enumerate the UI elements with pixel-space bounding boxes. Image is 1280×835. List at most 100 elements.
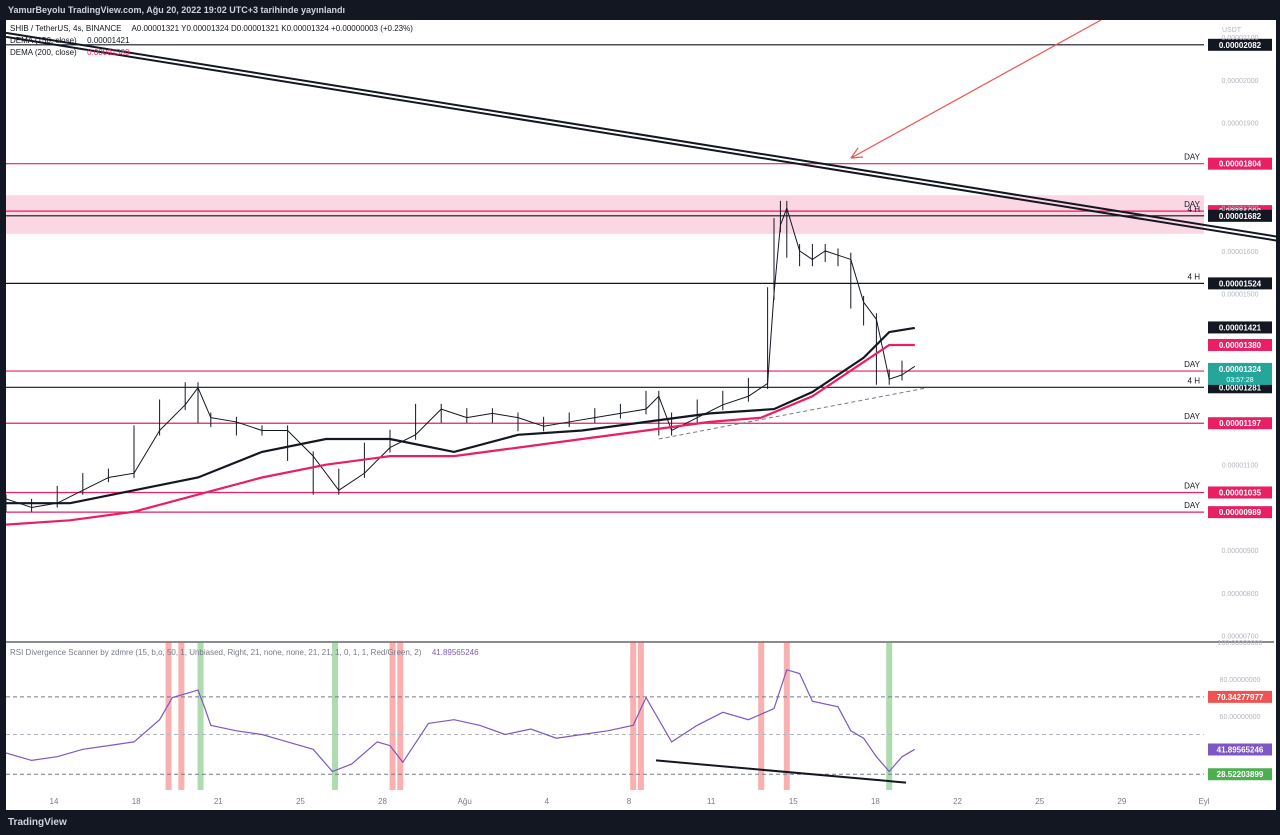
price-segment-26 (645, 395, 660, 410)
price-segment-9 (210, 417, 237, 423)
resistance-zone (6, 195, 1204, 234)
price-segment-14 (338, 472, 365, 491)
x-tick-10: 18 (871, 797, 880, 806)
divergence-band-10 (886, 642, 893, 790)
price-segment-18 (441, 408, 467, 419)
price-segment-40 (850, 259, 865, 303)
divergence-band-3 (331, 642, 338, 790)
price-level-tag-3 (1208, 209, 1272, 222)
rsi-tag-text-current: 41.89565246 (1217, 745, 1264, 754)
x-tick-2: 21 (214, 797, 223, 806)
rsi-tag-oversold (1208, 768, 1272, 781)
trendline-lower (6, 35, 1276, 242)
divergence-band-0 (165, 642, 172, 790)
currency-label: USDT (1222, 27, 1242, 34)
legend-dema150: DEMA (150, close) 0.00001421 (10, 36, 129, 45)
price-segment-4 (108, 472, 135, 479)
y-tick-9: 0.00000700 (1222, 634, 1259, 641)
price-segment-43 (889, 374, 903, 380)
price-segment-5 (133, 430, 161, 474)
price-segment-41 (863, 301, 877, 320)
price-segment-29 (696, 404, 724, 419)
price-level-label-3: 4 H (1188, 205, 1201, 214)
annotation-arrow-head (850, 147, 864, 159)
x-tick-9: 15 (789, 797, 798, 806)
y-tick-0: 0.00002100 (1222, 35, 1259, 42)
price-level-label-2: DAY (1184, 200, 1201, 209)
price-level-tag-text-0: 0.00002082 (1219, 41, 1262, 50)
price-segment-44 (901, 365, 916, 376)
rsi-divergence-line (655, 759, 907, 784)
price-segment-30 (722, 395, 749, 406)
price-segment-13 (312, 455, 340, 491)
annotation-arrow-shaft (850, 20, 1102, 159)
divergence-band-7 (637, 642, 644, 790)
price-segment-32 (767, 293, 775, 384)
legend-dema150-label: DEMA (150, close) (10, 36, 77, 45)
price-level-tag-8 (1208, 486, 1272, 499)
price-segment-8 (197, 387, 212, 418)
rsi-tag-text-oversold: 28.52203899 (1217, 770, 1264, 779)
dema150-tag (1208, 321, 1272, 334)
price-segment-22 (543, 421, 570, 427)
price-level-label-6: 4 H (1188, 376, 1201, 385)
price-level-tag-text-4: 0.00001524 (1219, 279, 1262, 288)
dashed-support (658, 387, 928, 440)
legend-dema200: DEMA (200, close) 0.00001380 (10, 48, 129, 57)
divergence-band-8 (758, 642, 765, 790)
price-segment-10 (236, 421, 263, 431)
legend-symbol: SHIB / TetherUS, 4s, BINANCE (10, 24, 122, 33)
price-level-tag-7 (1208, 417, 1272, 430)
rsi-line (6, 669, 916, 773)
footer: TradingView (0, 810, 1280, 835)
rsi-tag-text-overbought: 70.34277977 (1217, 693, 1264, 702)
y-tick-1: 0.00002000 (1222, 78, 1259, 85)
price-level-tag-text-3: 0.00001682 (1219, 212, 1262, 221)
x-tick-6: 4 (545, 797, 550, 806)
y-tick-2: 0.00001900 (1222, 121, 1259, 128)
price-segment-37 (812, 250, 826, 260)
price-segment-3 (82, 477, 109, 491)
price-level-tag-text-7: 0.00001197 (1219, 419, 1261, 428)
y-tick-6: 0.00001100 (1222, 463, 1259, 470)
y-tick-4: 0.00001600 (1222, 249, 1259, 256)
dema200-tag-text: 0.00001380 (1219, 341, 1262, 350)
dema150-tag-text: 0.00001421 (1219, 323, 1262, 332)
rsi-y-tick-1: 80.00000000 (1220, 677, 1261, 684)
x-tick-1: 18 (132, 797, 141, 806)
x-tick-4: 28 (378, 797, 387, 806)
price-segment-15 (364, 447, 391, 474)
price-level-tag-text-8: 0.00001035 (1219, 488, 1262, 497)
price-level-tag-text-6: 0.00001281 (1219, 383, 1262, 392)
price-segment-27 (658, 396, 673, 431)
y-tick-5: 0.00001500 (1222, 292, 1259, 299)
price-level-tag-1 (1208, 157, 1272, 170)
price-segment-7 (184, 387, 199, 406)
divergence-band-6 (630, 642, 637, 790)
legend-rsi: RSI Divergence Scanner by zdmre (15, b,o… (10, 648, 479, 657)
x-tick-8: 11 (707, 797, 716, 806)
price-level-label-8: DAY (1184, 481, 1201, 490)
x-tick-0: 14 (50, 797, 59, 806)
topbar: YamurBeyolu TradingView.com, Ağu 20, 202… (0, 0, 1280, 20)
legend-symbol-line: SHIB / TetherUS, 4s, BINANCE A0.00001321… (10, 24, 413, 33)
price-segment-19 (466, 412, 493, 419)
last-price-tag (1208, 362, 1272, 385)
price-level-tag-4 (1208, 277, 1272, 290)
price-level-tag-0 (1208, 38, 1272, 51)
legend-dema200-value: 0.00001380 (87, 48, 130, 57)
legend-rsi-label: RSI Divergence Scanner by zdmre (15, b,o… (10, 648, 422, 657)
rsi-tag-overbought (1208, 690, 1272, 703)
y-tick-7: 0.00000900 (1222, 548, 1259, 555)
price-level-label-5: DAY (1184, 360, 1201, 369)
x-tick-12: 25 (1035, 797, 1044, 806)
price-segment-38 (825, 250, 839, 256)
price-segment-2 (56, 489, 84, 504)
last-price-text: 0.00001324 (1219, 365, 1262, 374)
price-segment-21 (517, 417, 544, 427)
dema150-line (6, 326, 915, 505)
price-level-tag-9 (1208, 506, 1272, 519)
price-level-label-1: DAY (1184, 153, 1201, 162)
